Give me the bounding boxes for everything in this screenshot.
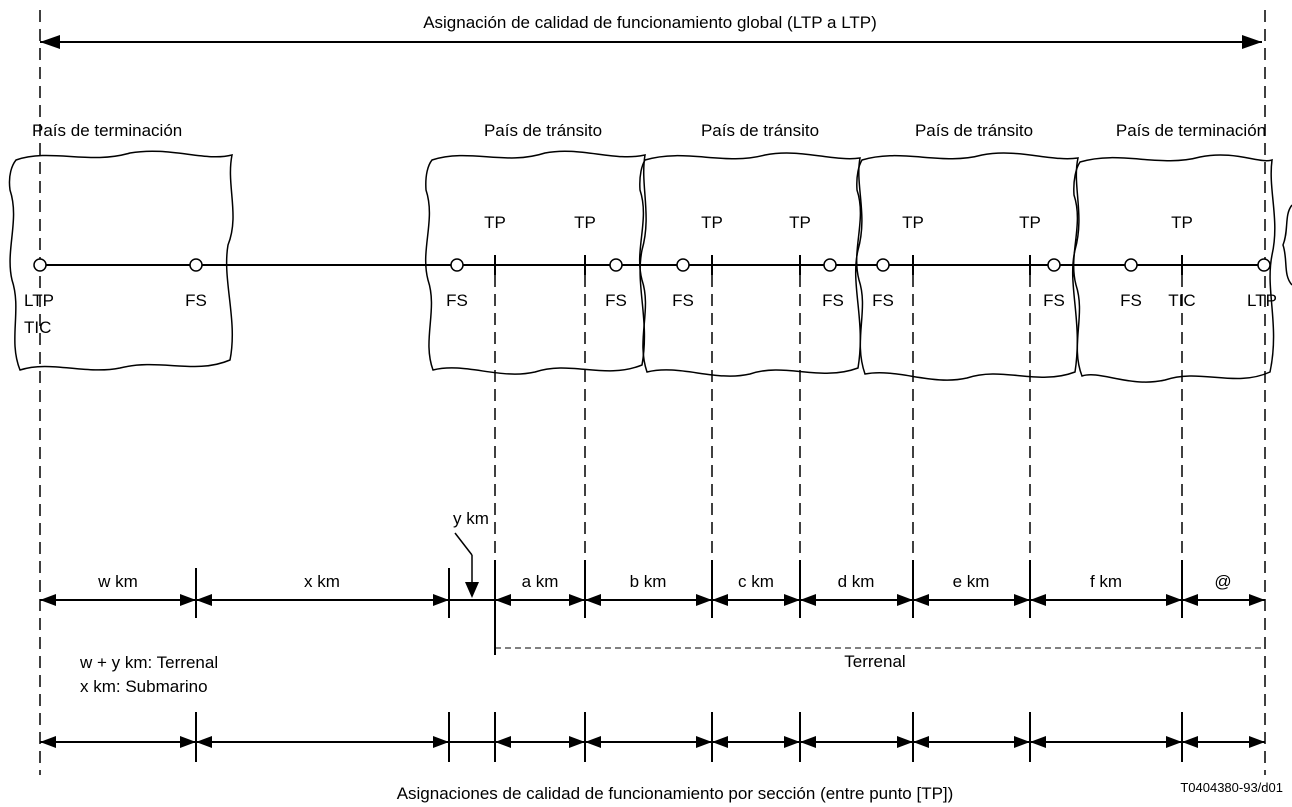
partial-cloud-edge	[1282, 204, 1292, 286]
y-pointer-arrowhead	[465, 582, 479, 598]
fs-label-1: FS	[185, 291, 207, 310]
fs-label-5: FS	[822, 291, 844, 310]
section-ticks-row2	[195, 712, 1183, 762]
global-arrowhead-left	[40, 35, 60, 49]
tp-label-2: TP	[574, 213, 596, 232]
node-fs-3	[609, 258, 623, 272]
country-label-5: País de terminación	[1116, 121, 1266, 140]
tp-label-6: TP	[1019, 213, 1041, 232]
node-ltp-right	[1257, 258, 1271, 272]
node-fs-2	[450, 258, 464, 272]
submarine-note: x km: Submarino	[80, 677, 208, 696]
segment-label-e: e km	[953, 572, 990, 591]
segment-label-w: w km	[97, 572, 138, 591]
node-fs-8	[1124, 258, 1138, 272]
country-cloud-3	[638, 152, 863, 377]
country-label-1: País de terminación	[32, 121, 182, 140]
node-fs-6	[876, 258, 890, 272]
segment-label-c: c km	[738, 572, 774, 591]
ltp-label-left: LTP	[24, 291, 54, 310]
terrestrial-note: w + y km: Terrenal	[79, 653, 218, 672]
segment-label-at: @	[1214, 572, 1231, 591]
ltp-label-right: LTP	[1247, 291, 1277, 310]
terrestrial-right-label: Terrenal	[844, 652, 905, 671]
section-allocation-title: Asignaciones de calidad de funcionamient…	[397, 784, 954, 803]
country-cloud-2	[424, 150, 647, 375]
tic-label-left: TIC	[24, 318, 51, 337]
global-arrowhead-right	[1242, 35, 1262, 49]
fs-label-8: FS	[1120, 291, 1142, 310]
country-label-4: País de tránsito	[915, 121, 1033, 140]
node-ltp-left	[33, 258, 47, 272]
tp-label-4: TP	[789, 213, 811, 232]
fs-label-2: FS	[446, 291, 468, 310]
node-fs-5	[823, 258, 837, 272]
node-fs-4	[676, 258, 690, 272]
tp-label-7: TP	[1171, 213, 1193, 232]
section-arrows-row2	[40, 736, 1265, 748]
node-fs-7	[1047, 258, 1061, 272]
figure-reference: T0404380-93/d01	[1180, 780, 1283, 795]
segment-label-f: f km	[1090, 572, 1122, 591]
tp-label-3: TP	[701, 213, 723, 232]
fs-label-3: FS	[605, 291, 627, 310]
country-label-2: País de tránsito	[484, 121, 602, 140]
node-fs-1	[189, 258, 203, 272]
fs-label-7: FS	[1043, 291, 1065, 310]
fs-label-6: FS	[872, 291, 894, 310]
segment-label-d: d km	[838, 572, 875, 591]
country-cloud-4	[855, 152, 1080, 381]
tp-label-1: TP	[484, 213, 506, 232]
country-label-3: País de tránsito	[701, 121, 819, 140]
fs-label-4: FS	[672, 291, 694, 310]
tp-label-5: TP	[902, 213, 924, 232]
country-cloud-5	[1072, 154, 1276, 383]
segment-arrows-row1	[40, 594, 1265, 606]
segment-label-x: x km	[304, 572, 340, 591]
y-pointer-line	[454, 532, 473, 556]
segment-label-b: b km	[630, 572, 667, 591]
global-allocation-title: Asignación de calidad de funcionamiento …	[423, 13, 877, 32]
tic-label-right: TIC	[1168, 291, 1195, 310]
segment-label-y: y km	[453, 509, 489, 528]
segment-label-a: a km	[522, 572, 559, 591]
country-cloud-1	[8, 150, 234, 371]
